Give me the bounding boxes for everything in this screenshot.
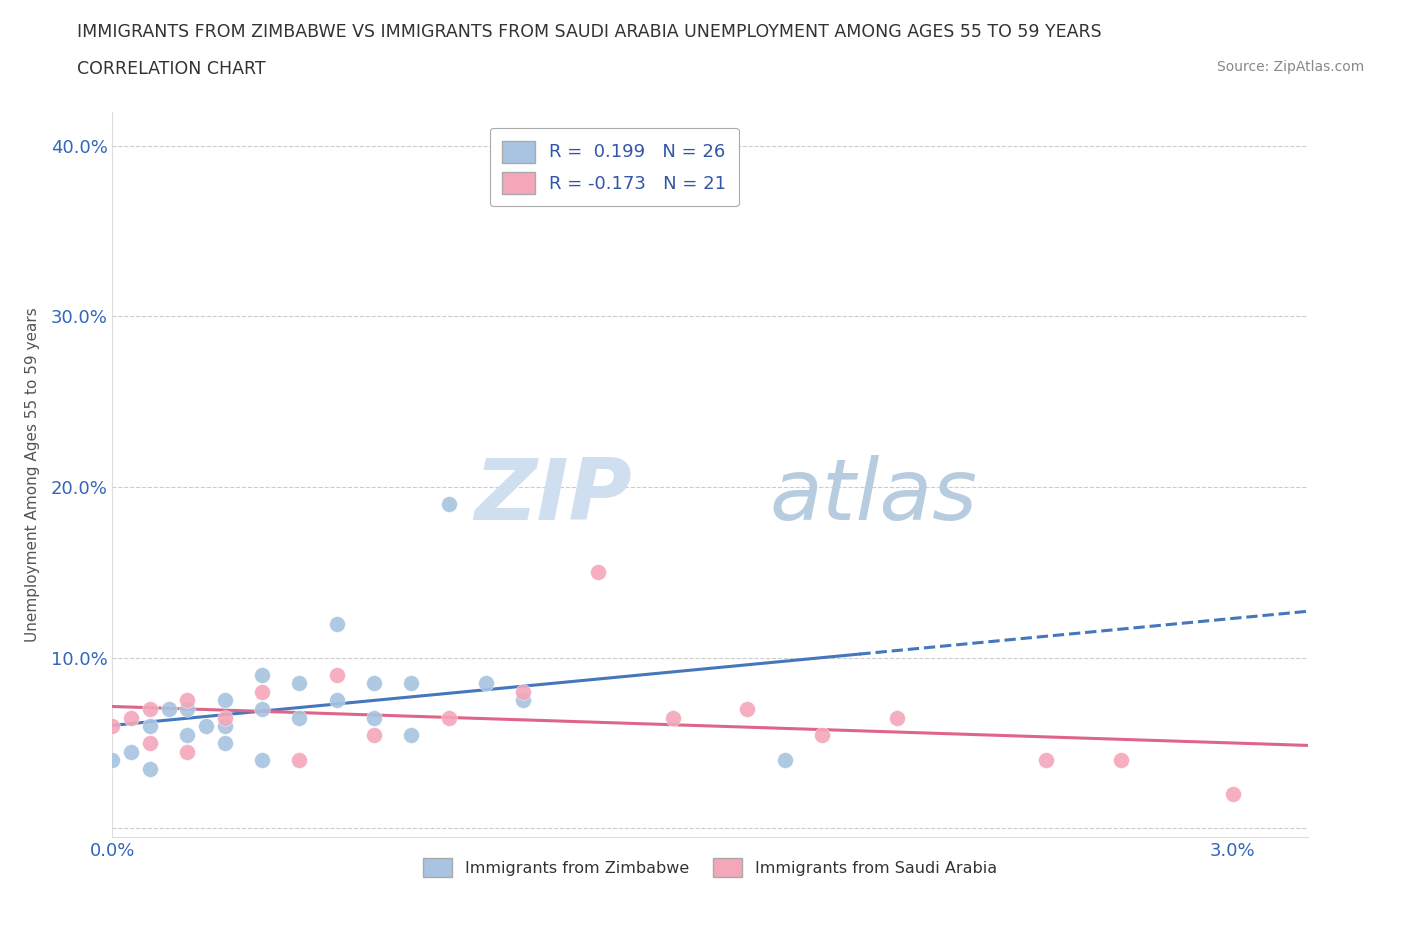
Point [139,701,162,716]
Point [325,668,347,683]
Point [1222,787,1244,802]
Point [288,711,311,725]
Point [288,676,311,691]
Point [437,497,460,512]
Point [194,719,217,734]
Point [250,701,273,716]
Point [401,676,423,691]
Point [363,711,385,725]
Text: atlas: atlas [770,455,977,538]
Point [250,684,273,699]
Point [512,684,534,699]
Point [325,617,347,631]
Point [401,727,423,742]
Point [214,736,236,751]
Point [886,711,908,725]
Point [139,719,162,734]
Legend: Immigrants from Zimbabwe, Immigrants from Saudi Arabia: Immigrants from Zimbabwe, Immigrants fro… [418,851,1002,884]
Point [773,752,796,767]
Text: IMMIGRANTS FROM ZIMBABWE VS IMMIGRANTS FROM SAUDI ARABIA UNEMPLOYMENT AMONG AGES: IMMIGRANTS FROM ZIMBABWE VS IMMIGRANTS F… [77,23,1102,41]
Point [120,744,142,759]
Point [586,565,609,580]
Point [250,752,273,767]
Point [661,711,683,725]
Point [101,752,124,767]
Point [139,762,162,777]
Point [363,676,385,691]
Point [288,752,311,767]
Text: ZIP: ZIP [475,455,633,538]
Point [101,719,124,734]
Point [176,693,198,708]
Text: Source: ZipAtlas.com: Source: ZipAtlas.com [1216,60,1364,74]
Point [176,744,198,759]
Point [139,736,162,751]
Point [1035,752,1057,767]
Point [325,693,347,708]
Point [120,711,142,725]
Point [437,711,460,725]
Point [214,719,236,734]
Point [176,701,198,716]
Point [737,701,759,716]
Point [214,711,236,725]
Point [157,701,180,716]
Point [250,668,273,683]
Point [176,727,198,742]
Point [363,727,385,742]
Point [475,676,498,691]
Point [512,693,534,708]
Point [811,727,834,742]
Point [214,693,236,708]
Point [1109,752,1132,767]
Text: CORRELATION CHART: CORRELATION CHART [77,60,266,78]
Y-axis label: Unemployment Among Ages 55 to 59 years: Unemployment Among Ages 55 to 59 years [25,307,39,642]
